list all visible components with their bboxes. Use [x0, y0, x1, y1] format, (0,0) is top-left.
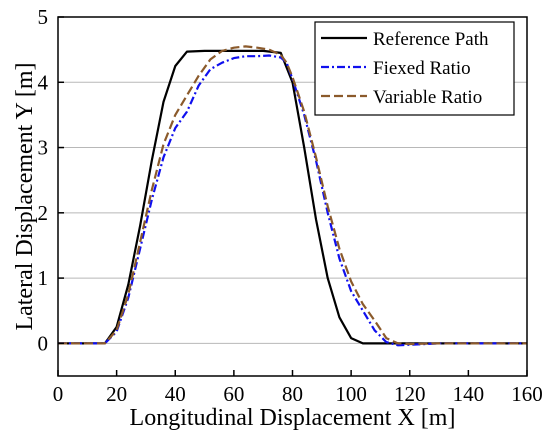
series-line-3 [58, 45, 527, 346]
tick-layer: 0 1 2 3 4 5 0 20 40 60 80 100 120 140 160 [38, 5, 543, 406]
legend-label-2: Fiexed Ratio [373, 58, 471, 79]
x-tick-label: 0 [53, 382, 64, 406]
x-tick-label: 60 [223, 382, 244, 406]
x-tick-label: 160 [511, 382, 543, 406]
x-axis-label: Longitudinal Displacement X [m] [130, 405, 456, 431]
series-line-2 [58, 54, 527, 347]
legend: Reference Path Fiexed Ratio Variable Ratio [314, 21, 515, 116]
x-tick-label: 120 [394, 382, 426, 406]
legend-label-3: Variable Ratio [373, 87, 482, 108]
y-tick-label: 5 [38, 5, 49, 29]
y-tick-label: 0 [38, 331, 49, 355]
y-tick-label: 4 [38, 70, 49, 94]
x-tick-label: 80 [282, 382, 303, 406]
y-tick-label: 2 [38, 201, 49, 225]
legend-label-1: Reference Path [373, 29, 489, 50]
x-tick-label: 100 [335, 382, 367, 406]
y-tick-label: 3 [38, 136, 49, 160]
x-tick-label: 20 [106, 382, 127, 406]
y-tick-label: 1 [38, 266, 49, 290]
x-tick-label: 40 [165, 382, 186, 406]
series-layer [58, 45, 527, 347]
y-axis-label: Lateral Displacement Y [m] [12, 62, 38, 330]
x-tick-label: 140 [453, 382, 485, 406]
